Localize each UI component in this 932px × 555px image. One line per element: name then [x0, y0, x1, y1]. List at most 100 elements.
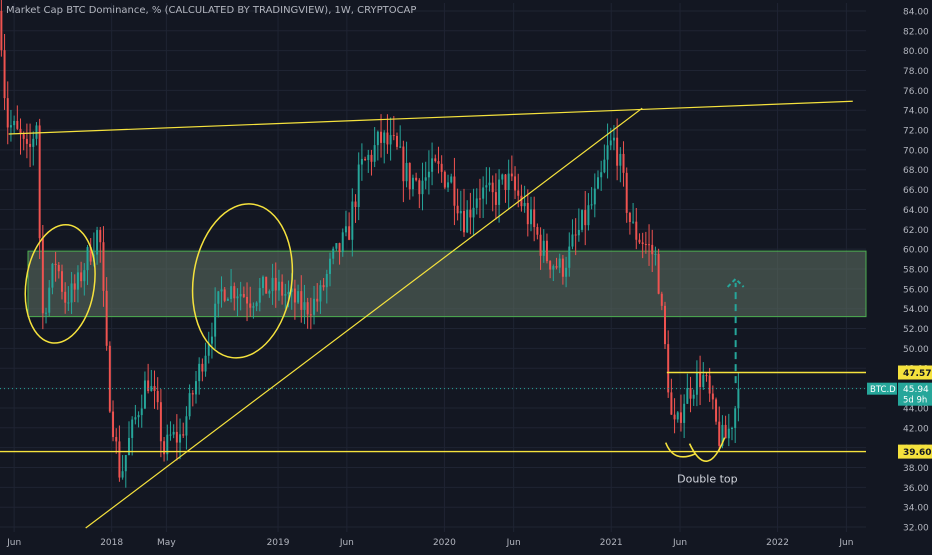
- candle-body: [367, 154, 370, 161]
- candle-body: [182, 434, 185, 436]
- y-tick-label: 80.00: [903, 47, 929, 57]
- candle-body: [555, 266, 558, 268]
- grid: [0, 3, 866, 532]
- candle-body: [450, 176, 453, 183]
- x-tick-label: Jun: [838, 538, 853, 548]
- candle-body: [616, 137, 619, 166]
- candle-body: [64, 291, 67, 303]
- candle-body: [673, 414, 676, 420]
- drawings: Double top: [0, 100, 866, 529]
- candle-body: [281, 281, 284, 296]
- zone-rectangle: [27, 250, 867, 318]
- supply-zone: [27, 250, 867, 318]
- double-top-label: Double top: [677, 472, 738, 485]
- current-price-text: 45.94: [903, 385, 929, 395]
- candle-body: [153, 386, 156, 391]
- candle-body: [670, 392, 673, 415]
- candle-body: [147, 380, 150, 392]
- candle-body: [354, 201, 357, 208]
- candle-body: [45, 312, 48, 314]
- candle-body: [332, 248, 335, 259]
- candle-body: [38, 125, 41, 239]
- rising-trendline: [85, 107, 643, 529]
- candle-body: [581, 210, 584, 230]
- candle-body: [459, 210, 462, 214]
- candle-body: [654, 253, 657, 255]
- candle-body: [306, 302, 309, 315]
- candle-body: [443, 171, 446, 188]
- candle-body: [501, 174, 504, 180]
- candle-body: [290, 288, 293, 292]
- candle-body: [319, 285, 322, 302]
- y-tick-label: 44.00: [903, 404, 929, 414]
- candle-body: [552, 266, 555, 270]
- candle-body: [338, 243, 341, 253]
- candle-body: [644, 244, 647, 246]
- candle-body: [297, 291, 300, 303]
- candle-body: [431, 158, 434, 172]
- candle-body: [641, 242, 644, 245]
- candle-body: [542, 240, 545, 256]
- x-tick-label: 2022: [766, 538, 789, 548]
- candle-body: [207, 343, 210, 356]
- candle-body: [383, 132, 386, 143]
- candle-body: [124, 455, 127, 472]
- candle-body: [118, 441, 121, 478]
- candle-body: [380, 131, 383, 143]
- x-tick-label: Jun: [6, 538, 21, 548]
- y-tick-label: 42.00: [903, 424, 929, 434]
- candle-body: [29, 143, 32, 147]
- y-tick-label: 54.00: [903, 305, 929, 315]
- candle-body: [150, 386, 153, 392]
- candle-body: [622, 153, 625, 173]
- candles: [0, 0, 740, 488]
- target-arrow-head: [726, 277, 745, 288]
- candle-body: [188, 393, 191, 417]
- y-tick-label: 68.00: [903, 166, 929, 176]
- candle-body: [632, 221, 635, 223]
- candle-body: [667, 344, 670, 393]
- candle-body: [507, 173, 510, 190]
- candle-body: [702, 375, 705, 388]
- candle-body: [108, 345, 111, 412]
- candle-body: [242, 294, 245, 297]
- ellipse-2018: [191, 203, 294, 359]
- candle-body: [686, 388, 689, 404]
- y-tick-label: 32.00: [903, 524, 929, 534]
- candle-body: [606, 145, 609, 160]
- candle-body: [96, 230, 99, 255]
- candle-body: [593, 188, 596, 205]
- candle-body: [603, 159, 606, 173]
- countdown-text: 5d 9h: [903, 396, 927, 406]
- candle-body: [574, 234, 577, 236]
- candle-body: [494, 192, 497, 205]
- candle-body: [539, 234, 542, 256]
- candle-body: [549, 261, 552, 270]
- candle-body: [568, 246, 571, 268]
- candle-body: [54, 263, 57, 266]
- candle-body: [482, 187, 485, 199]
- candle-body: [112, 411, 115, 438]
- candle-body: [6, 98, 9, 128]
- candle-body: [329, 258, 331, 274]
- double-top-curve-right: [688, 437, 726, 462]
- candle-body: [325, 273, 328, 288]
- candle-body: [210, 336, 213, 344]
- level-tag-text: 39.60: [903, 448, 931, 458]
- candle-body: [498, 179, 501, 205]
- candle-body: [734, 408, 737, 428]
- candle-body: [715, 399, 718, 422]
- candle-body: [233, 286, 236, 299]
- candle-body: [597, 177, 599, 189]
- candle-body: [348, 226, 351, 240]
- price-axis: 32.0034.0036.0038.0040.0042.0044.0046.00…: [867, 7, 932, 534]
- candle-body: [660, 293, 663, 306]
- candle-body: [357, 164, 360, 208]
- candle-body: [198, 363, 201, 382]
- x-tick-label: 2019: [267, 538, 290, 548]
- x-tick-label: 2018: [100, 538, 123, 548]
- candle-body: [19, 128, 22, 135]
- y-tick-label: 62.00: [903, 226, 929, 236]
- y-tick-label: 82.00: [903, 27, 929, 37]
